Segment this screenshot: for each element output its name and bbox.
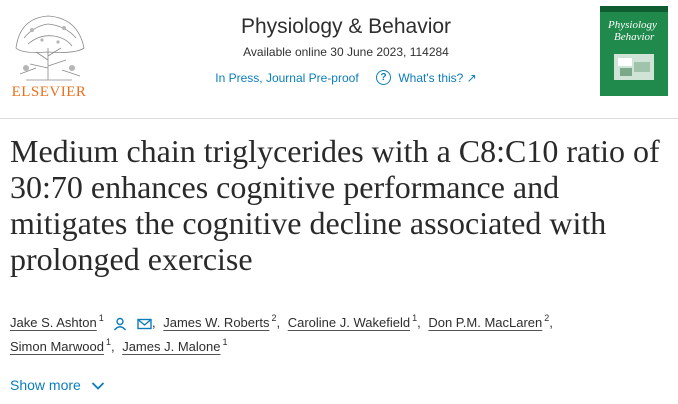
author-link[interactable]: Don P.M. MacLaren: [428, 315, 543, 330]
cover-title-line1: Physiology: [607, 19, 657, 31]
available-online-text: Available online 30 June 2023, 114284: [243, 45, 449, 59]
author-affiliation[interactable]: 1: [98, 313, 104, 323]
elsevier-logo[interactable]: ELSEVIER: [6, 8, 92, 100]
author-affiliation[interactable]: 2: [544, 313, 550, 323]
journal-title-link[interactable]: Physiology & Behavior: [240, 15, 452, 38]
author-affiliation[interactable]: 1: [412, 313, 418, 323]
show-more-button[interactable]: Show more: [10, 375, 105, 395]
show-more-label: Show more: [10, 377, 81, 393]
author-affiliation[interactable]: 1: [105, 337, 111, 347]
status-row: In Press, Journal Pre-proof ? What's thi…: [196, 69, 496, 86]
author-affiliation[interactable]: 2: [271, 313, 277, 323]
tree-icon: [15, 15, 85, 81]
chevron-down-icon: [91, 382, 104, 391]
question-icon[interactable]: ?: [376, 70, 392, 86]
article-title: Medium chain triglycerides with a C8:C10…: [10, 133, 660, 277]
journal-cover-image[interactable]: Physiology Behavior: [600, 6, 668, 96]
article-header: ELSEVIER Physiology & Behavior Available…: [0, 0, 678, 108]
author-affiliation[interactable]: 1: [222, 337, 228, 347]
author-link[interactable]: Jake S. Ashton: [10, 315, 97, 330]
author-link[interactable]: James J. Malone: [122, 339, 221, 354]
cover-title-line2: Behavior: [614, 31, 655, 43]
author-link[interactable]: James W. Roberts: [163, 315, 270, 330]
in-press-link[interactable]: In Press, Journal Pre-proof: [215, 70, 359, 85]
person-icon[interactable]: [113, 317, 127, 331]
whats-this-link[interactable]: What's this? ↗: [398, 70, 477, 85]
publisher-name: ELSEVIER: [11, 84, 87, 100]
journal-info: Physiology & Behavior Available online 3…: [196, 14, 496, 86]
author-link[interactable]: Simon Marwood: [10, 339, 104, 354]
author-link[interactable]: Caroline J. Wakefield: [287, 315, 411, 330]
email-icon[interactable]: [137, 318, 152, 330]
header-divider: [0, 118, 678, 119]
author-list: Jake S. Ashton 1 , James W. Roberts 2, Car…: [10, 313, 553, 355]
